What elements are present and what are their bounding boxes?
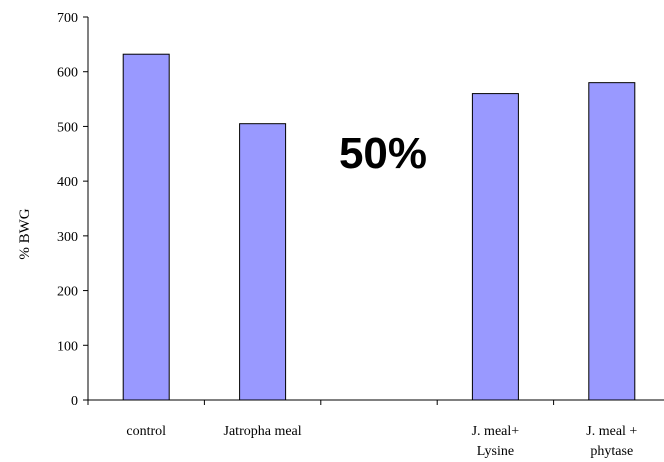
bar [239,123,287,401]
bar [471,93,519,401]
bars [122,53,636,401]
bar [122,53,170,401]
y-tick-label: 300 [57,230,78,245]
y-axis-title: % BWG [17,208,33,259]
y-axis-ticks: 0 100 200 300 400 500 600 700 [57,11,88,409]
x-axis-labels: control Jatropha meal J. meal+ Lysine J. mea… [126,424,637,459]
y-tick-label: 200 [57,285,78,300]
x-tick-label: J. meal+ Lysine [472,424,520,459]
y-tick-label: 100 [57,339,78,354]
bar [588,82,636,401]
y-tick-label: 500 [57,120,78,135]
annotation-text: 50% [339,129,427,178]
y-tick-label: 700 [57,11,78,26]
x-tick-label: J. meal + phytase [586,424,637,459]
y-tick-label: 0 [71,394,78,409]
x-tick-label: control [126,424,166,439]
y-tick-label: 600 [57,66,78,81]
y-tick-label: 400 [57,175,78,190]
x-tick-label: Jatropha meal [224,424,302,439]
x-axis-ticks [87,400,555,405]
